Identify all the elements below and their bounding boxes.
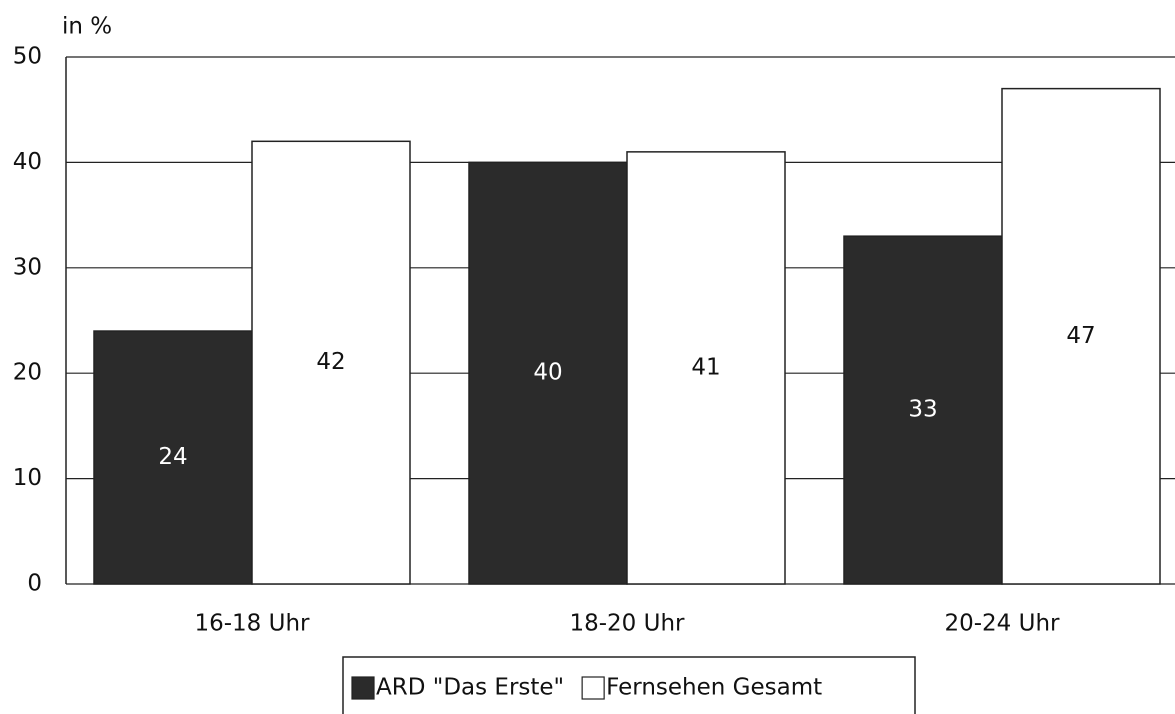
- x-tick-label: 16-18 Uhr: [194, 611, 310, 637]
- bar: [1001, 87, 1161, 585]
- y-tick-label: 10: [13, 465, 42, 491]
- legend-frame: [342, 656, 916, 714]
- legend-swatch: [351, 676, 375, 700]
- y-axis-label: in %: [62, 14, 112, 40]
- value-label: 41: [691, 354, 720, 380]
- y-tick-label: 30: [13, 254, 42, 280]
- y-tick-label: 50: [13, 44, 42, 70]
- y-tick-label: 20: [13, 360, 42, 386]
- value-label: 42: [316, 349, 345, 375]
- x-tick-label: 18-20 Uhr: [569, 611, 685, 637]
- y-tick-label: 40: [13, 149, 42, 175]
- value-label: 24: [158, 444, 187, 470]
- legend-swatch: [581, 676, 605, 700]
- legend: ARD "Das Erste" Fernsehen Gesamt: [342, 656, 916, 714]
- bar: [93, 330, 253, 585]
- legend-label: Fernsehen Gesamt: [606, 675, 822, 701]
- bar: [843, 235, 1003, 585]
- value-label: 40: [533, 360, 562, 386]
- value-label: 33: [908, 397, 937, 423]
- y-tick-label: 0: [27, 571, 42, 597]
- bar: [251, 140, 411, 585]
- value-label: 47: [1066, 323, 1095, 349]
- bar: [626, 151, 786, 585]
- legend-label: ARD "Das Erste": [376, 675, 564, 701]
- x-tick-label: 20-24 Uhr: [944, 611, 1060, 637]
- bar: [468, 161, 628, 585]
